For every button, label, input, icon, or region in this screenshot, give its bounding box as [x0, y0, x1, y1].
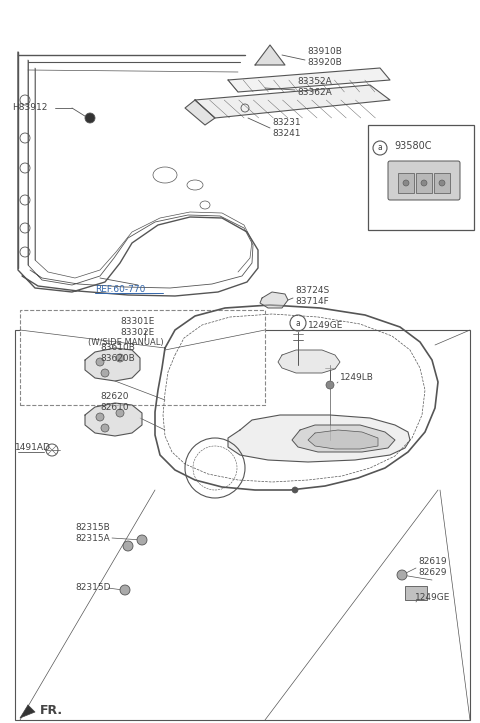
- Text: 83910B
83920B: 83910B 83920B: [307, 47, 342, 67]
- Text: 83724S
83714F: 83724S 83714F: [295, 286, 329, 306]
- Text: 83352A
83362A: 83352A 83362A: [297, 77, 332, 97]
- Circle shape: [101, 424, 109, 432]
- Text: 1249LB: 1249LB: [340, 374, 374, 382]
- Circle shape: [85, 113, 95, 123]
- Polygon shape: [228, 415, 410, 462]
- Text: 82315D: 82315D: [75, 583, 110, 593]
- Circle shape: [292, 487, 298, 493]
- Polygon shape: [278, 350, 340, 373]
- Circle shape: [116, 409, 124, 417]
- Bar: [398, 173, 414, 193]
- Circle shape: [137, 535, 147, 545]
- Circle shape: [439, 180, 445, 186]
- Polygon shape: [20, 705, 35, 718]
- Polygon shape: [308, 430, 378, 449]
- Circle shape: [120, 585, 130, 595]
- Polygon shape: [85, 403, 142, 436]
- Bar: [405, 586, 427, 600]
- Polygon shape: [255, 45, 285, 65]
- Circle shape: [96, 358, 104, 366]
- Text: 82620
82610: 82620 82610: [100, 393, 129, 411]
- Polygon shape: [85, 348, 140, 381]
- Text: 82619
82629: 82619 82629: [418, 557, 446, 577]
- Text: 93580C: 93580C: [394, 141, 432, 151]
- Text: FR.: FR.: [40, 703, 63, 716]
- Polygon shape: [228, 68, 390, 92]
- Text: REF.60-770: REF.60-770: [95, 284, 145, 294]
- Text: 1249GE: 1249GE: [415, 594, 450, 602]
- Bar: [20, 310, 265, 405]
- Text: 82315B
82315A: 82315B 82315A: [75, 523, 110, 543]
- Text: 83610B
83620B: 83610B 83620B: [100, 343, 135, 363]
- Circle shape: [116, 354, 124, 362]
- Bar: [416, 173, 432, 193]
- Text: 83231
83241: 83231 83241: [272, 119, 300, 137]
- Bar: [368, 125, 474, 230]
- Bar: [434, 173, 450, 193]
- Circle shape: [326, 381, 334, 389]
- Bar: [15, 330, 470, 720]
- Text: 1491AD: 1491AD: [15, 443, 51, 453]
- FancyBboxPatch shape: [388, 161, 460, 200]
- Circle shape: [421, 180, 427, 186]
- Polygon shape: [292, 425, 395, 452]
- Text: (W/SIDE MANUAL): (W/SIDE MANUAL): [88, 338, 164, 348]
- Text: 83301E
83302E: 83301E 83302E: [120, 317, 155, 337]
- Text: H83912: H83912: [12, 103, 48, 113]
- Circle shape: [397, 570, 407, 580]
- Circle shape: [123, 541, 133, 551]
- Circle shape: [403, 180, 409, 186]
- Circle shape: [96, 413, 104, 421]
- Polygon shape: [185, 100, 215, 125]
- Text: a: a: [296, 319, 300, 328]
- Text: 1249GE: 1249GE: [308, 320, 343, 330]
- Text: a: a: [378, 143, 383, 153]
- Polygon shape: [260, 292, 288, 308]
- Polygon shape: [195, 85, 390, 118]
- Circle shape: [101, 369, 109, 377]
